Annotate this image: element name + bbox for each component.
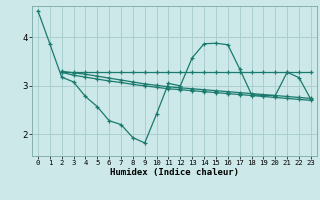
X-axis label: Humidex (Indice chaleur): Humidex (Indice chaleur) [110,168,239,177]
